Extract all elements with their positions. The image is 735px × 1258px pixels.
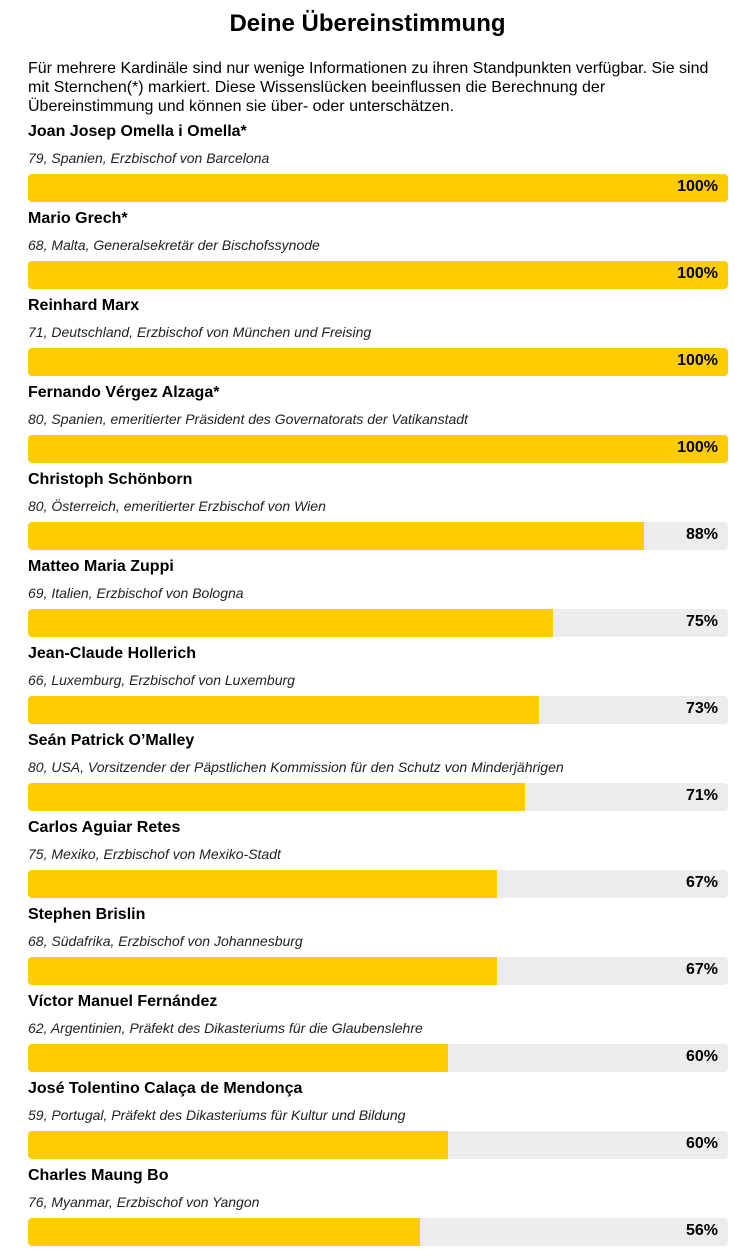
cardinal-item: Reinhard Marx 71, Deutschland, Erzbischo… <box>28 296 728 383</box>
intro-text: Für mehrere Kardinäle sind nur wenige In… <box>28 60 709 115</box>
cardinal-name: Jean-Claude Hollerich <box>28 645 197 662</box>
cardinal-item: Mario Grech* 68, Malta, Generalsekretär … <box>28 209 728 296</box>
match-percentage: 60% <box>685 1135 718 1152</box>
match-percentage: 100% <box>677 178 718 195</box>
cardinal-item: Charles Maung Bo 76, Myanmar, Erzbischof… <box>28 1166 728 1253</box>
match-bar: 60% <box>28 1131 728 1159</box>
cardinal-item: José Tolentino Calaça de Mendonça 59, Po… <box>28 1079 728 1166</box>
match-bar-fill <box>28 174 728 202</box>
match-bar-fill <box>28 1218 420 1246</box>
match-bar-fill <box>28 957 497 985</box>
cardinal-details: 59, Portugal, Präfekt des Dikasteriums f… <box>28 1107 406 1123</box>
match-bar-fill <box>28 261 728 289</box>
cardinal-name: Stephen Brislin <box>28 906 146 923</box>
match-percentage: 56% <box>685 1222 718 1239</box>
cardinal-name: Christoph Schönborn <box>28 471 193 488</box>
cardinal-details: 68, Malta, Generalsekretär der Bischofss… <box>28 237 320 253</box>
cardinal-name: Seán Patrick O’Malley <box>28 732 195 749</box>
cardinal-item: Víctor Manuel Fernández 62, Argentinien,… <box>28 992 728 1079</box>
cardinal-item: Matteo Maria Zuppi 69, Italien, Erzbisch… <box>28 557 728 644</box>
match-bar: 100% <box>28 348 728 376</box>
cardinal-name: Mario Grech* <box>28 210 128 227</box>
match-percentage: 75% <box>685 613 718 630</box>
cardinal-name: Joan Josep Omella i Omella* <box>28 123 247 140</box>
match-percentage: 73% <box>685 700 718 717</box>
cardinal-details: 79, Spanien, Erzbischof von Barcelona <box>28 150 270 166</box>
page-title: Deine Übereinstimmung <box>229 10 506 37</box>
match-percentage: 100% <box>677 265 718 282</box>
match-bar: 100% <box>28 435 728 463</box>
cardinal-item: Fernando Vérgez Alzaga* 80, Spanien, eme… <box>28 383 728 470</box>
cardinal-details: 80, Spanien, emeritierter Präsident des … <box>28 411 468 427</box>
cardinal-details: 80, Österreich, emeritierter Erzbischof … <box>28 498 326 514</box>
match-bar-fill <box>28 1131 448 1159</box>
cardinal-name: Matteo Maria Zuppi <box>28 558 174 575</box>
match-bar: 67% <box>28 870 728 898</box>
cardinal-details: 66, Luxemburg, Erzbischof von Luxemburg <box>28 672 295 688</box>
match-bar: 100% <box>28 174 728 202</box>
match-bar: 73% <box>28 696 728 724</box>
match-bar-fill <box>28 435 728 463</box>
match-bar-fill <box>28 1044 448 1072</box>
cardinal-name: Reinhard Marx <box>28 297 140 314</box>
cardinal-name: Charles Maung Bo <box>28 1167 169 1184</box>
cardinal-details: 68, Südafrika, Erzbischof von Johannesbu… <box>28 933 303 949</box>
match-bar-fill <box>28 870 497 898</box>
cardinal-name: José Tolentino Calaça de Mendonça <box>28 1080 303 1097</box>
cardinal-item: Joan Josep Omella i Omella* 79, Spanien,… <box>28 122 728 209</box>
match-bar: 56% <box>28 1218 728 1246</box>
match-bar-fill <box>28 783 525 811</box>
cardinal-name: Fernando Vérgez Alzaga* <box>28 384 220 401</box>
match-bar-fill <box>28 348 728 376</box>
cardinal-name: Carlos Aguiar Retes <box>28 819 181 836</box>
match-bar: 88% <box>28 522 728 550</box>
cardinal-item: Jean-Claude Hollerich 66, Luxemburg, Erz… <box>28 644 728 731</box>
match-percentage: 100% <box>677 352 718 369</box>
cardinal-details: 75, Mexiko, Erzbischof von Mexiko-Stadt <box>28 846 281 862</box>
match-bar: 60% <box>28 1044 728 1072</box>
match-percentage: 67% <box>685 961 718 978</box>
cardinal-details: 62, Argentinien, Präfekt des Dikasterium… <box>28 1020 423 1036</box>
match-percentage: 88% <box>685 526 718 543</box>
match-percentage: 67% <box>685 874 718 891</box>
cardinal-item: Seán Patrick O’Malley 80, USA, Vorsitzen… <box>28 731 728 818</box>
match-bar-fill <box>28 522 644 550</box>
match-percentage: 100% <box>677 439 718 456</box>
match-bar: 100% <box>28 261 728 289</box>
cardinal-item: Stephen Brislin 68, Südafrika, Erzbischo… <box>28 905 728 992</box>
match-bar-fill <box>28 609 553 637</box>
cardinal-list: Joan Josep Omella i Omella* 79, Spanien,… <box>28 122 728 1253</box>
cardinal-name: Víctor Manuel Fernández <box>28 993 218 1010</box>
cardinal-details: 69, Italien, Erzbischof von Bologna <box>28 585 244 601</box>
cardinal-details: 71, Deutschland, Erzbischof von München … <box>28 324 372 340</box>
match-bar: 75% <box>28 609 728 637</box>
match-bar: 71% <box>28 783 728 811</box>
cardinal-details: 80, USA, Vorsitzender der Päpstlichen Ko… <box>28 759 564 775</box>
match-percentage: 71% <box>685 787 718 804</box>
cardinal-details: 76, Myanmar, Erzbischof von Yangon <box>28 1194 260 1210</box>
cardinal-item: Carlos Aguiar Retes 75, Mexiko, Erzbisch… <box>28 818 728 905</box>
match-percentage: 60% <box>685 1048 718 1065</box>
match-bar: 67% <box>28 957 728 985</box>
cardinal-item: Christoph Schönborn 80, Österreich, emer… <box>28 470 728 557</box>
match-bar-fill <box>28 696 539 724</box>
